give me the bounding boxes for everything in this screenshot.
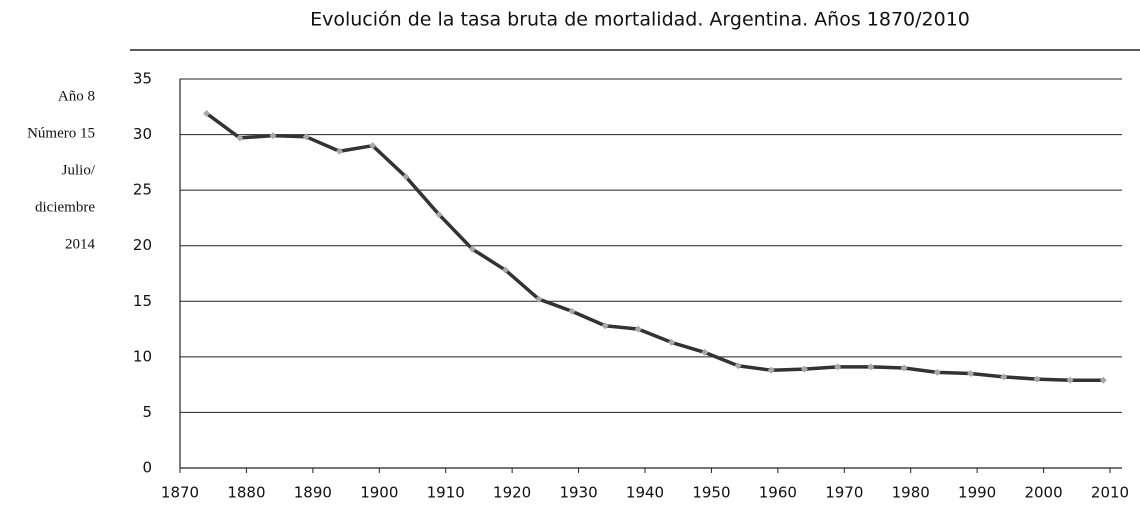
data-line <box>205 112 1104 382</box>
data-point <box>668 338 676 346</box>
issue-info: Año 8 <box>58 88 95 104</box>
data-point <box>834 363 842 371</box>
data-point <box>701 348 709 356</box>
x-tick-label: 1930 <box>559 484 597 502</box>
data-point <box>435 211 443 219</box>
data-point <box>1000 373 1008 381</box>
y-tick-label: 5 <box>142 403 152 421</box>
x-tick-label: 2000 <box>1024 484 1062 502</box>
x-tick-label: 1980 <box>892 484 930 502</box>
y-tick-label: 10 <box>133 347 152 365</box>
x-tick-label: 1960 <box>759 484 797 502</box>
x-tick-label: 1970 <box>825 484 863 502</box>
data-point <box>203 109 211 117</box>
x-tick-label: 1890 <box>294 484 332 502</box>
data-point <box>1066 376 1074 384</box>
y-tick-label: 25 <box>133 181 152 199</box>
y-tick-label: 35 <box>133 70 152 88</box>
y-tick-label: 15 <box>133 292 152 310</box>
x-tick-label: 1900 <box>360 484 398 502</box>
data-point <box>535 295 543 303</box>
data-point <box>767 366 775 374</box>
data-point <box>734 362 742 370</box>
y-tick-label: 30 <box>133 125 152 143</box>
x-tick-label: 1870 <box>161 484 199 502</box>
data-point <box>369 142 377 150</box>
issue-info: 2014 <box>65 236 96 252</box>
y-tick-label: 0 <box>142 459 152 477</box>
data-point <box>502 266 509 274</box>
data-point <box>601 322 609 330</box>
chart-title: Evolución de la tasa bruta de mortalidad… <box>310 9 970 31</box>
data-point <box>269 132 277 140</box>
data-point <box>900 364 908 372</box>
x-tick-label: 1990 <box>958 484 996 502</box>
x-tick-label: 1880 <box>227 484 265 502</box>
x-tick-label: 1920 <box>493 484 531 502</box>
data-point <box>302 133 310 141</box>
data-point <box>335 147 343 155</box>
data-point <box>634 325 642 333</box>
data-point <box>867 363 875 371</box>
issue-info: Número 15 <box>27 125 95 141</box>
data-point <box>468 245 476 253</box>
data-point <box>236 134 244 142</box>
issue-info: Julio/ <box>62 162 96 178</box>
data-point <box>967 370 974 378</box>
data-point <box>933 368 941 376</box>
x-tick-label: 1940 <box>626 484 664 502</box>
x-tick-label: 2010 <box>1091 484 1129 502</box>
data-point <box>800 365 808 373</box>
issue-info: diciembre <box>35 199 95 215</box>
y-tick-label: 20 <box>133 236 152 254</box>
x-tick-label: 1910 <box>427 484 465 502</box>
data-point <box>1033 375 1041 383</box>
data-point <box>402 173 410 181</box>
x-tick-label: 1950 <box>692 484 730 502</box>
data-point <box>1099 376 1107 384</box>
data-point <box>568 307 576 315</box>
